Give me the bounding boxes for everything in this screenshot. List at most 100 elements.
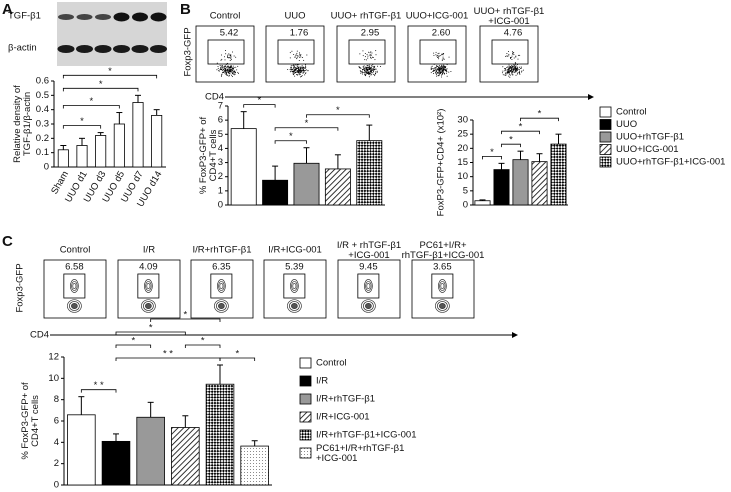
flow-event [440, 65, 442, 67]
flow-event [228, 69, 230, 71]
bar [240, 445, 269, 486]
flow-event [515, 65, 517, 67]
flow-event [508, 70, 510, 72]
flow-event [375, 50, 377, 52]
flow-event [438, 72, 440, 74]
flow-title: Control [210, 11, 241, 22]
flow-event [226, 68, 228, 70]
flow-contour [69, 301, 80, 311]
flow-event [370, 51, 372, 53]
flow-contour [438, 279, 447, 293]
flow-title: UUO+ rhTGF-β1 [331, 11, 402, 22]
significance-label: * [80, 116, 84, 127]
flow-contour [365, 302, 372, 310]
flow-event [441, 60, 443, 62]
flow-event [431, 65, 433, 67]
flow-event [237, 65, 239, 67]
legend-label: UUO+rhTGF-β1+ICG-001 [616, 157, 725, 168]
significance-label: * [201, 336, 205, 347]
flow-event [227, 54, 229, 56]
flow-event [436, 65, 438, 67]
flow-event [369, 68, 371, 70]
flow-event [441, 66, 443, 68]
significance-label: * [289, 131, 293, 142]
significance-bracket [219, 357, 256, 361]
flow-event [229, 70, 231, 72]
flow-event [293, 67, 295, 69]
flow-event [225, 67, 227, 69]
significance-bracket [62, 87, 139, 92]
flow-event [511, 67, 513, 69]
flow-event [513, 68, 515, 70]
bar [132, 102, 144, 168]
flow-event [511, 58, 513, 60]
flow-event [442, 65, 444, 67]
flow-y-label: Foxp3-GFP [15, 263, 26, 312]
y-tick-label: 5 [218, 129, 223, 140]
flow-event [305, 69, 307, 71]
flow-event [362, 66, 364, 68]
significance-label: * [89, 96, 93, 107]
flow-event [516, 67, 518, 69]
blot-label: β-actin [8, 43, 37, 54]
flow-event [446, 68, 448, 70]
flow-event [511, 68, 513, 70]
flow-contour [143, 301, 154, 311]
flow-contour [72, 283, 77, 289]
flow-event [235, 56, 237, 58]
flow-event [506, 55, 508, 57]
flow-event [376, 71, 378, 73]
flow-event [368, 64, 370, 66]
flow-event [433, 52, 435, 54]
flow-gate [348, 39, 386, 65]
legend-label: I/R+rhTGF-β1+ICG-001 [316, 430, 417, 441]
flow-gate [137, 273, 160, 299]
y-tick-label: 20 [457, 143, 468, 154]
flow-event [509, 76, 511, 78]
legend-swatch [299, 375, 312, 387]
flow-event [298, 74, 300, 76]
flow-event [220, 69, 222, 71]
flow-title: UUO+ICG-001 [406, 11, 469, 22]
flow-contour [290, 279, 299, 293]
flow-event [224, 65, 226, 67]
flow-event [232, 69, 234, 71]
flow-event [290, 70, 292, 72]
flow-event [437, 68, 439, 70]
flow-gate [431, 273, 454, 299]
flow-event [223, 71, 225, 73]
flow-contour [287, 299, 302, 313]
flow-event [513, 66, 515, 68]
flow-event [518, 69, 520, 71]
flow-event [516, 66, 518, 68]
y-tick-label: 3 [218, 157, 223, 168]
flow-event [517, 54, 519, 56]
blot-image [57, 2, 167, 66]
flow-event [508, 69, 510, 71]
flow-event [437, 53, 439, 55]
flow-event [300, 56, 302, 58]
bar [57, 149, 69, 168]
panel-label: B [180, 1, 191, 18]
flow-event [221, 64, 223, 66]
flow-event [511, 72, 513, 74]
flow-contour [289, 301, 300, 311]
significance-bracket [150, 318, 221, 322]
flow-event [305, 66, 307, 68]
flow-event [443, 64, 445, 66]
flow-event [300, 68, 302, 70]
flow-event [300, 54, 302, 56]
flow-event [367, 55, 369, 57]
y-tick-label: 0.6 [36, 76, 49, 87]
flow-event [368, 76, 370, 78]
flow-contour [146, 283, 151, 289]
significance-bracket [306, 114, 370, 118]
flow-event [432, 70, 434, 72]
legend-swatch [599, 131, 612, 143]
flow-event [370, 72, 372, 74]
flow-event [442, 72, 444, 74]
flow-event [510, 58, 512, 60]
flow-event [441, 64, 443, 66]
flow-event [230, 66, 232, 68]
